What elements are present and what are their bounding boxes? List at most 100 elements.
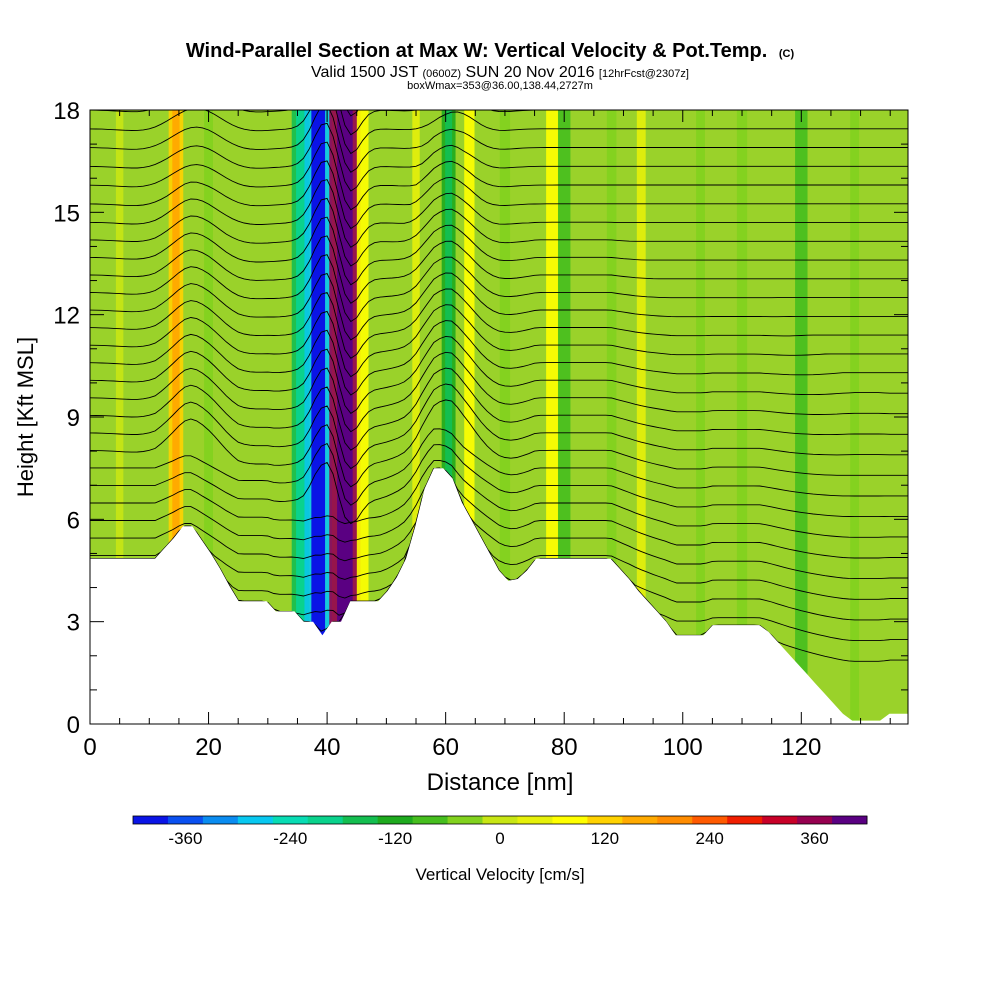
x-axis-label: Distance [nm] [427,769,574,796]
theta-contour [90,351,908,433]
y-tick-label: 0 [67,712,80,739]
x-tick-label: 80 [551,734,578,761]
velocity-band [606,110,617,724]
theta-contour [90,122,908,192]
theta-contour [90,335,908,415]
terrain-mask [90,468,908,724]
colorbar-segment [832,816,868,824]
colorbar-segment [797,816,833,824]
y-tick-label: 15 [53,200,80,227]
colorbar-frame [132,815,868,825]
colorbar-ticks: -360 -240 -120 0 120 240 360 [168,829,828,848]
theta-contour [90,110,908,173]
colorbar-segment [657,816,693,824]
velocity-band [356,110,369,724]
svg-text:Valid 1500 JST (0600Z): Valid 1500 JST (0600Z) SUN 20 Nov 2016 [… [311,64,689,81]
colorbar-tick-label: 0 [495,829,504,848]
y-tick-label: 18 [53,98,80,125]
theta-contour [90,444,908,525]
velocity-band-core [445,110,453,724]
subtitle-date: SUN 20 Nov 2016 [466,64,595,81]
x-axis: 0 20 40 60 80 100 120 [83,110,891,761]
colorbar-segment [412,816,449,824]
x-tick-label: 60 [432,734,459,761]
velocity-band [696,110,705,724]
x-tick-label: 0 [83,734,96,761]
y-tick-label: 9 [67,405,80,432]
x-tick-label: 20 [195,734,222,761]
theta-contour [90,254,908,323]
plot-area [90,110,908,724]
colorbar-segment [727,816,763,824]
colorbar-tick-label: -240 [273,829,307,848]
colorbar-tick-label: 240 [696,829,724,848]
theta-contour [90,367,908,451]
colorbar-tick-label: 120 [591,829,619,848]
colorbar-segment [762,816,798,824]
theta-contour [90,320,908,396]
colorbar-segment [622,816,658,824]
y-tick-label: 6 [67,507,80,534]
colorbar-segment [447,816,484,824]
theta-contour [90,428,908,506]
colorbar-tick-label: 360 [800,829,828,848]
chart-title: Wind-Parallel Section at Max W: Vertical… [186,40,767,62]
colorbar-segment [587,816,623,824]
colorbar [132,815,868,825]
subtitle-forecast: [12hrFcst@2307z] [599,68,689,80]
theta-contour [90,467,908,559]
theta-contour [90,197,908,267]
theta-contour [90,179,908,248]
x-tick-label: 40 [314,734,341,761]
copyright-mark: (C) [779,48,795,60]
theta-contour [90,110,908,155]
x-tick-label: 100 [663,734,703,761]
colorbar-segment [342,816,379,824]
theta-contour [90,235,908,304]
theta-contour [90,399,908,488]
y-axis: 0 3 6 9 12 15 18 [53,98,908,739]
colorbar-segment [377,816,414,824]
velocity-band [115,110,124,724]
colorbar-segment [482,816,518,824]
theta-contour [90,304,908,378]
theta-contour [90,272,908,341]
velocity-band [736,110,748,724]
colorbar-tick-label: -360 [168,829,202,848]
velocity-band-core [311,110,326,724]
theta-contour [90,467,908,600]
svg-text:Wind-Parallel Section at Max W: Wind-Parallel Section at Max W: Vertical… [186,40,795,62]
theta-contour [90,216,908,286]
colorbar-segment [237,816,274,824]
velocity-band [412,110,420,724]
colorbar-segment [133,816,169,824]
colorbar-tick-label: -120 [378,829,412,848]
theta-contour [90,160,908,230]
velocity-band-core [296,110,305,724]
colorbar-segment [202,816,239,824]
y-tick-label: 12 [53,303,80,330]
colorbar-segment [307,816,344,824]
subtitle-valid: Valid 1500 JST [311,64,419,81]
x-tick-label: 120 [781,734,821,761]
box-wmax-info: boxWmax=353@36.00,138.44,2727m [407,80,593,92]
colorbar-segment [552,816,588,824]
theta-contour [90,383,908,470]
colorbar-label: Vertical Velocity [cm/s] [415,865,584,884]
velocity-band [636,110,646,724]
colorbar-segment [692,816,728,824]
theta-contour [90,141,908,211]
velocity-band [464,110,475,724]
y-tick-label: 3 [67,610,80,637]
colorbar-segment [517,816,553,824]
y-axis-label: Height [Kft MSL] [13,337,38,497]
velocity-band-core [172,110,180,724]
velocity-band [850,110,860,724]
colorbar-segment [272,816,309,824]
theta-contour [90,459,908,538]
theta-contour [90,110,908,136]
colorbar-segment [167,816,204,824]
subtitle-utc: (0600Z) [423,68,462,80]
theta-contours [90,110,908,662]
